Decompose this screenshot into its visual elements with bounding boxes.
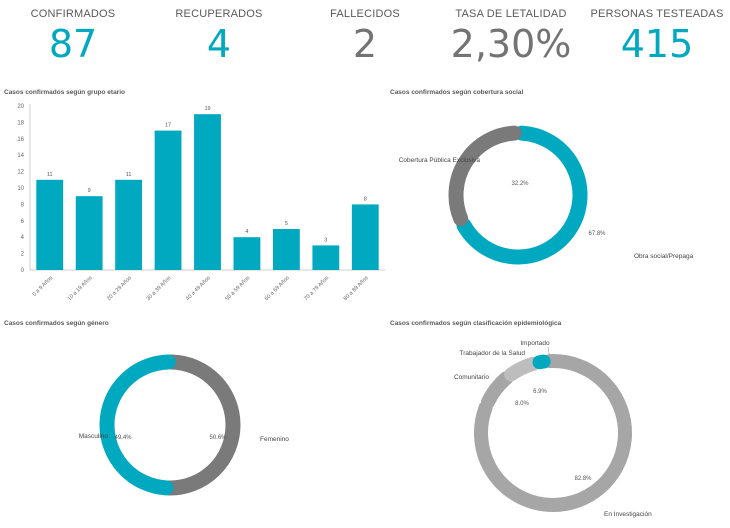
kpi-label: TASA DE LETALIDAD (455, 8, 567, 20)
bar-3 (115, 179, 143, 270)
kpi-value: 2 (352, 22, 378, 66)
bar-data-label: 8 (364, 196, 367, 202)
gender-donut-chart: 50.6% Femenino 49.4% Masculino (79, 354, 289, 496)
donut-slice-2 (481, 371, 514, 409)
bar-2 (75, 196, 103, 270)
slice-name-label: En Investigación (604, 511, 652, 518)
y-tick-label: 10 (17, 186, 24, 192)
coverage-chart-title: Casos confirmados según cobertura social (390, 89, 524, 96)
y-tick-label: 14 (17, 153, 24, 159)
slice-name-label: Importado (520, 340, 550, 347)
kpi-label: FALLECIDOS (330, 8, 400, 20)
bar-data-label: 19 (204, 106, 210, 112)
donut-slice-1 (456, 125, 588, 265)
bar-1 (36, 179, 64, 270)
epi-donut-chart: 82.8% En Investigación 8.0% Comunitario 6.9%… (454, 340, 652, 518)
slice-pct-label: 32.2% (511, 181, 529, 187)
slice-pct-label: 50.6% (209, 435, 227, 441)
y-tick-label: 6 (21, 219, 25, 225)
x-tick-label: 0 a 9 Años (32, 275, 55, 298)
kpi-label: RECUPERADOS (175, 8, 263, 20)
bar-5 (194, 114, 221, 270)
kpi-fallecidos: FALLECIDOS 2 (292, 8, 438, 66)
y-tick-label: 20 (17, 104, 24, 110)
slice-pct-label: 49.4% (114, 435, 132, 441)
x-tick-label: 40 a 49 Años (185, 275, 212, 302)
bar-7 (272, 229, 300, 270)
x-tick-label: 80 a 89 Años (343, 275, 370, 302)
y-tick-label: 0 (21, 268, 25, 274)
x-tick-label: 30 a 39 Años (146, 275, 173, 302)
y-tick-label: 16 (17, 137, 24, 143)
kpi-personas-testeadas: PERSONAS TESTEADAS 415 (584, 8, 730, 66)
bar-data-label: 5 (285, 221, 288, 227)
gender-chart-title: Casos confirmados según género (4, 320, 109, 327)
age-bar-chart: 0 2 4 6 8 10 12 14 16 18 20 11 0 a 9 Años 9 10 a 19 Añ… (17, 104, 385, 302)
x-tick-label: 70 a 79 Años (303, 275, 330, 302)
slice-pct-label: 67.8% (588, 231, 606, 237)
slice-name-label: Cobertura Pública Exclusiva (399, 157, 481, 164)
kpi-value: 4 (206, 22, 232, 66)
donut-slice-2 (448, 125, 522, 227)
slice-name-label: Obra social/Prepaga (634, 253, 694, 260)
bar-data-label: 3 (324, 237, 327, 243)
y-tick-label: 2 (21, 252, 25, 258)
x-tick-label: 10 a 19 Años (67, 275, 94, 302)
kpi-value: 87 (48, 22, 98, 66)
bar-8 (312, 245, 340, 270)
bar-data-label: 17 (165, 123, 171, 129)
slice-name-label: Trabajador de la Salud (459, 350, 525, 357)
x-tick-label: 20 a 29 Años (106, 275, 133, 302)
age-chart-title: Casos confirmados según grupo etario (4, 89, 125, 96)
kpi-confirmados: CONFIRMADOS 87 (0, 8, 146, 66)
bar-9 (351, 204, 379, 270)
kpi-value: 415 (620, 22, 694, 66)
coverage-donut-chart: 67.8% Obra social/Prepaga 32.2% Cobertura P… (399, 125, 694, 265)
donut-slice-4 (532, 354, 551, 370)
slice-pct-label: 6.9% (533, 389, 547, 395)
donut-slice-1 (161, 354, 241, 496)
slice-pct-label: 8.0% (515, 401, 529, 407)
bar-data-label: 11 (47, 172, 53, 178)
x-tick-label: 60 a 69 Años (264, 275, 291, 302)
leader-line (547, 346, 551, 360)
y-tick-label: 18 (17, 120, 24, 126)
bar-data-label: 4 (245, 229, 248, 235)
bar-6 (233, 237, 261, 270)
epi-chart-title: Casos confirmados según clasificación ep… (390, 320, 562, 327)
donut-slice-1 (474, 354, 632, 512)
x-tick-label: 50 a 59 Años (224, 275, 251, 302)
kpi-label: CONFIRMADOS (30, 8, 116, 20)
slice-name-label: Femenino (260, 436, 289, 443)
kpi-tasa-letalidad: TASA DE LETALIDAD 2,30% (438, 8, 584, 66)
slice-name-label: Comunitario (454, 374, 489, 381)
donut-slice-2 (99, 354, 176, 496)
donut-slice-3 (504, 356, 541, 382)
kpi-value: 2,30% (450, 22, 572, 66)
kpi-label: PERSONAS TESTEADAS (590, 8, 724, 20)
y-tick-label: 4 (21, 235, 25, 241)
slice-name-label: Masculino (79, 433, 109, 440)
bar-4 (154, 130, 182, 270)
bar-data-label: 11 (126, 172, 132, 178)
bar-data-label: 9 (88, 188, 91, 194)
y-tick-label: 12 (17, 170, 24, 176)
slice-pct-label: 82.8% (574, 476, 592, 482)
kpi-recuperados: RECUPERADOS 4 (146, 8, 292, 66)
y-tick-label: 8 (21, 202, 25, 208)
